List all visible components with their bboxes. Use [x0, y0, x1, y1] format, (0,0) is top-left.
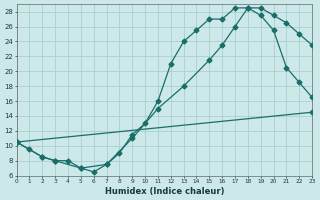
X-axis label: Humidex (Indice chaleur): Humidex (Indice chaleur) [105, 187, 224, 196]
